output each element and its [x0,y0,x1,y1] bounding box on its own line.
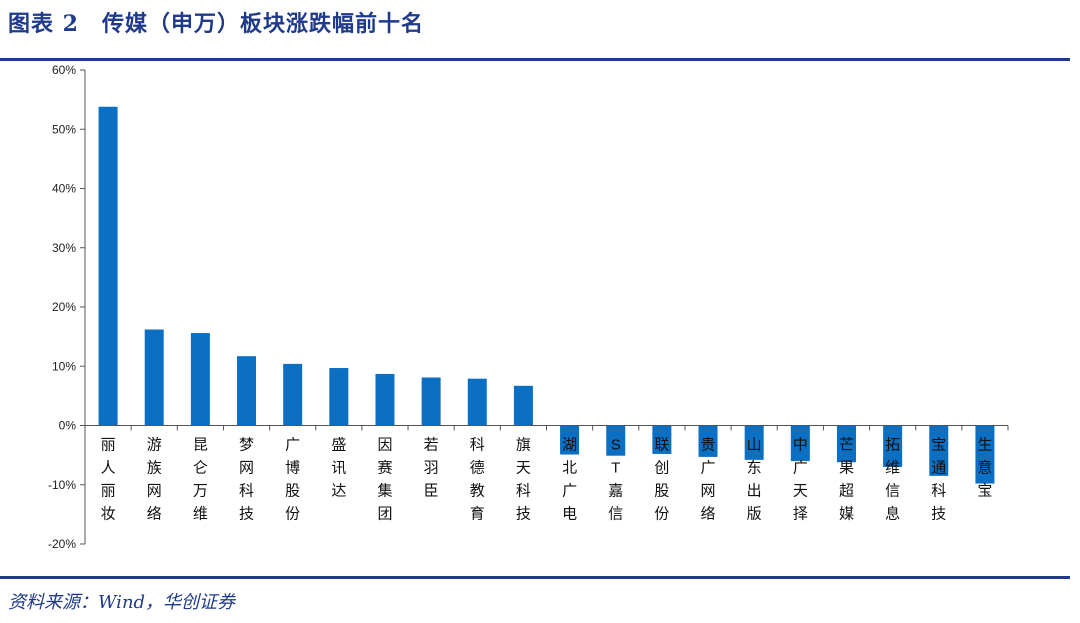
category-label: 梦网科技 [239,437,254,523]
category-label: 生意宝 [977,437,992,500]
bar [375,373,395,426]
y-tick-label: 40% [52,182,76,196]
bar [929,425,949,476]
category-label: 芒果超媒 [839,437,854,523]
top-divider [0,58,1070,61]
category-label: 拓维信息 [885,437,900,523]
category-label: 宝通科技 [931,437,946,523]
bar-chart: -20% -10% 0% 10% 20% 30% 40% 50% 60% 丽人丽妆 游族网络 昆仑万维… [48,63,1009,551]
y-tick-label: 0% [59,419,77,433]
category-label: 湖北广电 [562,437,577,523]
bar [744,425,764,460]
bar [237,356,257,426]
category-label: 联创股份 [654,437,669,523]
y-tick-label: 20% [52,300,76,314]
y-tick-label: 60% [52,63,76,77]
bar [421,377,441,426]
y-tick-label: 30% [52,241,76,255]
bar [144,329,164,426]
bar [836,425,856,463]
bottom-divider [0,576,1070,579]
source-note: 资料来源：Wind，华创证券 [8,592,236,613]
bar [883,425,903,467]
bar [190,333,210,426]
bar [790,425,810,462]
category-label: S T 嘉信 [608,437,623,523]
category-label: 山东出版 [747,437,762,523]
category-label: 因赛集团 [377,437,392,523]
y-tick-label: 50% [52,122,76,136]
category-label: 广博股份 [285,437,300,523]
category-label: 贵广网络 [701,437,716,523]
category-label: 盛讯达 [331,437,346,500]
y-tick-label: 10% [52,359,76,373]
bar [467,378,487,426]
bar [283,363,303,426]
category-label: 中广天择 [793,437,808,523]
category-label: 丽人丽妆 [101,437,116,523]
bar [698,425,718,457]
bar [329,368,349,426]
bar [652,425,672,454]
bar [513,385,533,426]
category-label: 若羽臣 [424,437,439,500]
category-label: 科德教育 [470,437,485,523]
category-label: 游族网络 [147,437,162,523]
chart-title: 图表 2 传媒（申万）板块涨跌幅前十名 [8,11,424,37]
category-label: 旗天科技 [516,437,531,523]
bar [606,425,626,456]
bar [975,425,995,484]
y-tick-label: -20% [48,537,76,551]
y-tick-label: -10% [48,478,76,492]
bar [560,425,580,455]
bar [98,106,118,426]
category-label: 昆仑万维 [193,437,208,523]
